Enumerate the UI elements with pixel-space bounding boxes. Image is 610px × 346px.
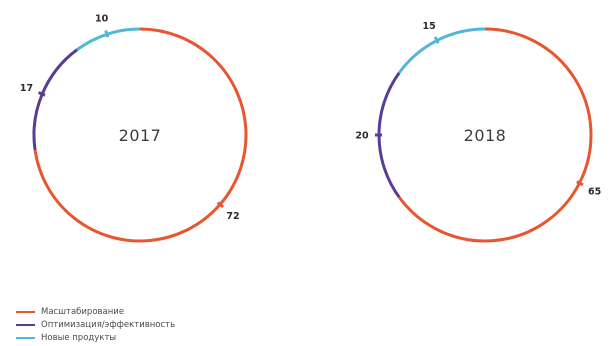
ring-center-label: 2017 bbox=[119, 126, 162, 145]
tick-scaling bbox=[216, 201, 225, 209]
value-label-scaling: 65 bbox=[588, 186, 601, 197]
ring-chart-2017: 72 17 10 2017 bbox=[20, 14, 248, 243]
ring-center-label: 2018 bbox=[464, 126, 507, 145]
value-label-scaling: 72 bbox=[226, 211, 239, 222]
legend-swatch-optimization bbox=[16, 324, 35, 326]
ring-segment-optimization bbox=[32, 48, 79, 151]
legend-label-optimization: Оптимизация/эффективность bbox=[41, 320, 176, 330]
legend-item-optimization: Оптимизация/эффективность bbox=[16, 319, 175, 331]
value-label-new-products: 15 bbox=[423, 21, 436, 32]
value-label-optimization: 20 bbox=[355, 131, 369, 142]
tick-new-products bbox=[104, 30, 110, 38]
ring-chart-2018: 65 20 15 2018 bbox=[355, 21, 601, 243]
tick-scaling bbox=[576, 180, 584, 187]
value-label-optimization: 17 bbox=[20, 83, 33, 94]
legend-swatch-scaling bbox=[16, 311, 35, 313]
donut-charts: 72 17 10 2017 65 20 15 2018 bbox=[20, 14, 601, 243]
tick-new-products bbox=[433, 36, 440, 44]
ring-segment-new-products bbox=[76, 27, 141, 51]
legend-item-scaling: Масштабирование bbox=[16, 306, 175, 318]
ring-segment-optimization bbox=[377, 71, 401, 199]
ring-segment-new-products bbox=[398, 27, 486, 74]
value-label-new-products: 10 bbox=[95, 14, 109, 25]
legend-label-new-products: Новые продукты bbox=[41, 333, 117, 343]
legend-swatch-new-products bbox=[16, 337, 35, 339]
tick-optimization bbox=[37, 91, 46, 97]
legend-item-new-products: Новые продукты bbox=[16, 332, 175, 344]
legend-label-scaling: Масштабирование bbox=[41, 307, 125, 317]
legend: Масштабирование Оптимизация/эффективност… bbox=[16, 306, 175, 345]
